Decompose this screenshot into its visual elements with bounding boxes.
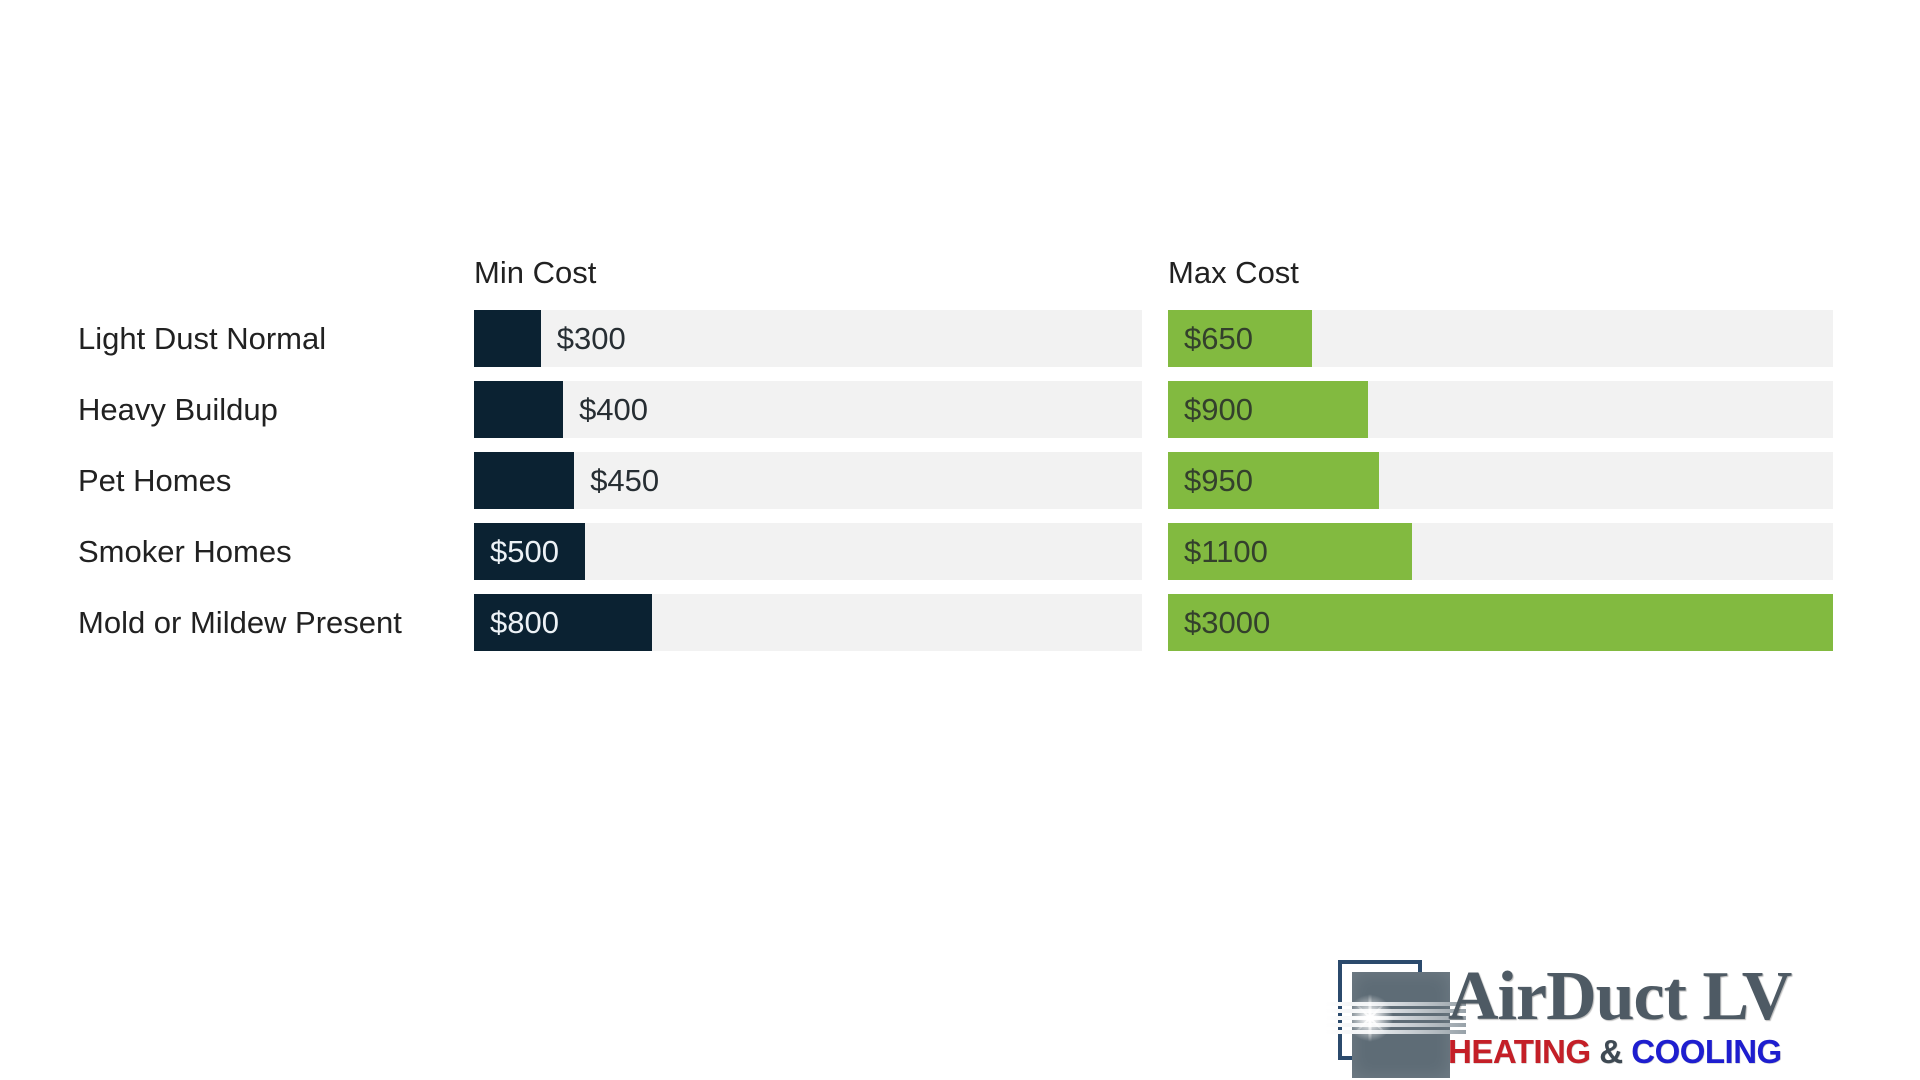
max-cost-bar: $950 — [1168, 452, 1379, 509]
max-cost-bar: $650 — [1168, 310, 1313, 367]
max-cost-value: $1100 — [1184, 534, 1268, 569]
min-cost-track: $300 — [474, 310, 1142, 367]
min-cost-track: $500 — [474, 523, 1142, 580]
logo-subtitle-cooling: COOLING — [1631, 1033, 1782, 1070]
logo-subtitle-heating: HEATING — [1448, 1033, 1591, 1070]
chart-row: Pet Homes $450 $950 — [78, 452, 1833, 509]
min-cost-value: $300 — [556, 321, 626, 356]
max-cost-header: Max Cost — [1168, 255, 1299, 290]
max-cost-value: $950 — [1184, 463, 1253, 498]
min-cost-bar: $800 — [474, 594, 653, 651]
min-cost-bar: $500 — [474, 523, 586, 580]
min-cost-value: $400 — [579, 392, 649, 427]
chart-row: Smoker Homes $500 $1100 — [78, 523, 1833, 580]
airduct-lv-logo: AirDuct LV HEATING & COOLING — [1326, 956, 1838, 1080]
chart-row: Heavy Buildup $400 $900 — [78, 381, 1833, 438]
max-cost-bar: $900 — [1168, 381, 1368, 438]
logo-subtitle: HEATING & COOLING — [1448, 1033, 1791, 1071]
shine-starburst-icon — [1340, 988, 1400, 1048]
max-cost-track: $650 — [1168, 310, 1833, 367]
min-cost-track: $800 — [474, 594, 1142, 651]
category-label: Light Dust Normal — [78, 320, 327, 356]
category-label: Heavy Buildup — [78, 391, 278, 427]
min-cost-bar — [474, 452, 575, 509]
max-cost-bar: $1100 — [1168, 523, 1412, 580]
max-cost-value: $3000 — [1184, 605, 1271, 640]
max-cost-bar: $3000 — [1168, 594, 1833, 651]
air-duct-icon — [1326, 956, 1466, 1080]
min-cost-header: Min Cost — [474, 255, 597, 290]
duct-cleaning-cost-chart: Min Cost Max Cost Light Dust Normal $300 $… — [78, 256, 1833, 665]
min-cost-value: $450 — [590, 463, 660, 498]
min-cost-value: $800 — [490, 605, 559, 640]
min-cost-track: $450 — [474, 452, 1142, 509]
max-cost-track: $900 — [1168, 381, 1833, 438]
max-cost-track: $950 — [1168, 452, 1833, 509]
max-cost-track: $3000 — [1168, 594, 1833, 651]
min-cost-value: $500 — [490, 534, 559, 569]
min-cost-bar — [474, 310, 541, 367]
logo-subtitle-ampersand: & — [1590, 1033, 1632, 1070]
column-headers: Min Cost Max Cost — [78, 256, 1833, 290]
category-label: Pet Homes — [78, 462, 232, 498]
starburst-core — [1340, 988, 1400, 1048]
max-cost-track: $1100 — [1168, 523, 1833, 580]
logo-text: AirDuct LV HEATING & COOLING — [1448, 956, 1792, 1071]
category-label: Mold or Mildew Present — [78, 604, 402, 640]
max-cost-value: $650 — [1184, 321, 1253, 356]
max-cost-value: $900 — [1184, 392, 1253, 427]
min-cost-bar — [474, 381, 564, 438]
logo-title: AirDuct LV — [1448, 958, 1792, 1035]
chart-row: Mold or Mildew Present $800 $3000 — [78, 594, 1833, 651]
category-label: Smoker Homes — [78, 533, 292, 569]
min-cost-track: $400 — [474, 381, 1142, 438]
chart-rows: Light Dust Normal $300 $650 Heavy Buildup $4… — [78, 310, 1833, 651]
chart-row: Light Dust Normal $300 $650 — [78, 310, 1833, 367]
